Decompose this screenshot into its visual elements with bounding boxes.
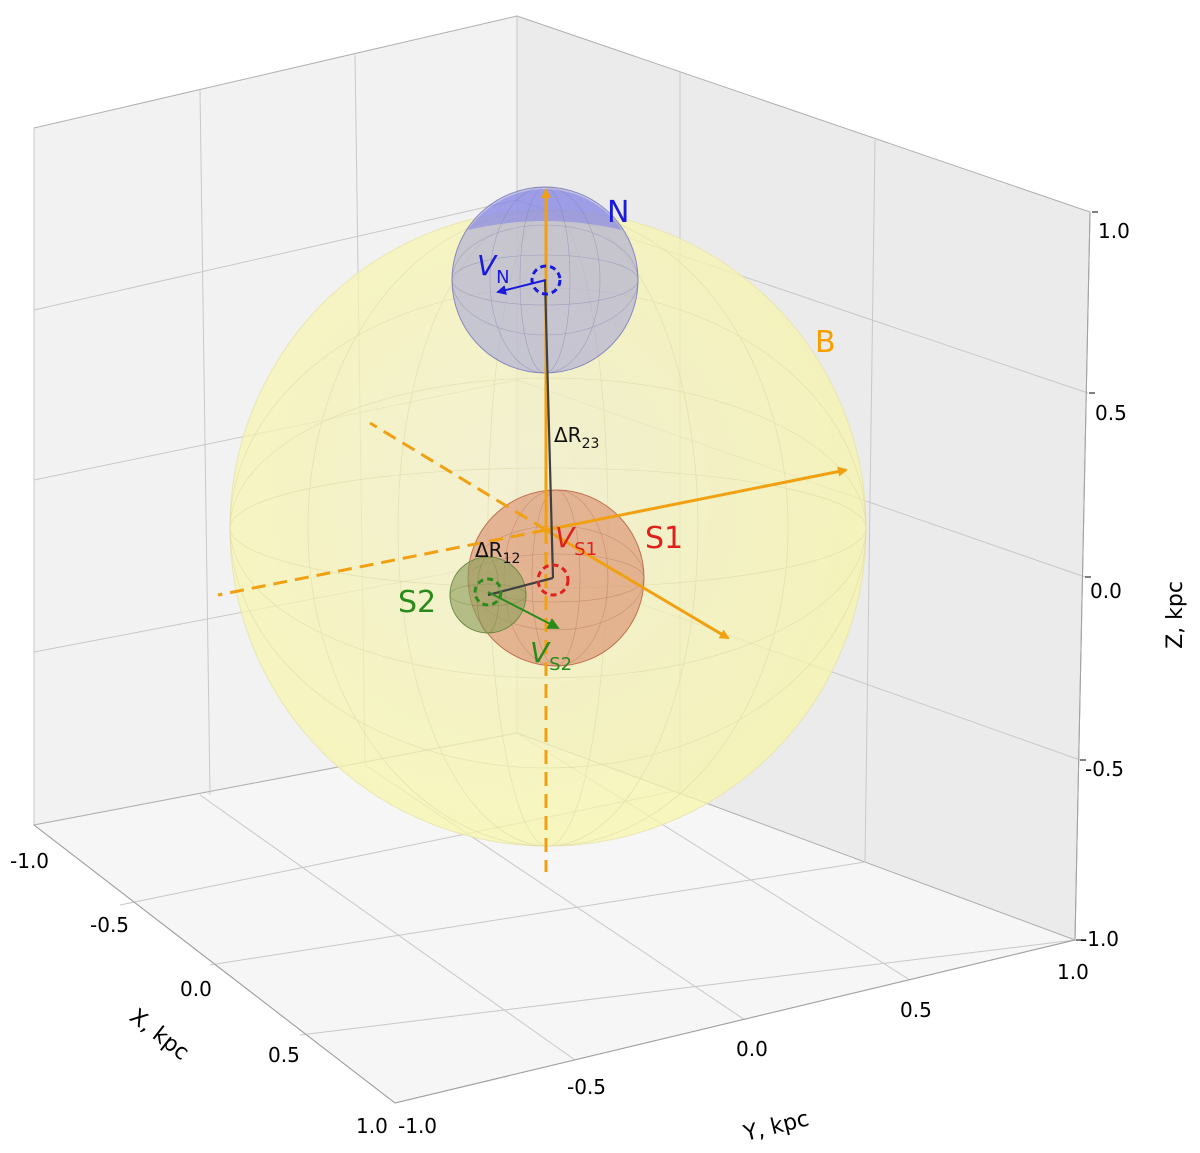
x-tick-4: 1.0 (356, 1114, 388, 1138)
y-tick-3: 0.5 (900, 998, 932, 1022)
z-axis-label: Z, kpc (1163, 581, 1188, 649)
label-VS2-main: V (530, 636, 551, 669)
axis-1-negative (217, 528, 547, 597)
x-tick-0: -1.0 (10, 849, 49, 873)
label-dR23: ΔR23 (554, 423, 599, 452)
label-VS2-sub: S2 (549, 654, 572, 675)
x-tick-1: -0.5 (90, 913, 129, 937)
z-tick-1: 0.5 (1095, 401, 1127, 425)
center-N (530, 264, 562, 296)
dR23-line (543, 279, 555, 579)
x-tick-3: 0.5 (268, 1043, 300, 1067)
label-S1: S1 (645, 521, 683, 556)
z-tick-4: -1.0 (1080, 927, 1119, 951)
VS2-arrow (487, 591, 560, 629)
label-VS1: VS1 (555, 521, 597, 560)
label-VS1-sub: S1 (574, 539, 597, 560)
label-VN-main: V (477, 249, 498, 282)
x-tick-2: 0.0 (180, 977, 212, 1001)
y-tick-4: 1.0 (1057, 960, 1089, 984)
center-S2 (473, 577, 503, 607)
label-dR23-sub: 23 (582, 436, 600, 452)
label-VS1-main: V (555, 521, 576, 554)
y-axis-label: Y, kpc (740, 1107, 811, 1148)
label-dR12: ΔR12 (475, 538, 520, 567)
label-S2: S2 (398, 585, 436, 620)
label-dR12-main: ΔR (475, 538, 503, 562)
axis-2-arrow (545, 528, 730, 640)
x-axis-label: X, kpc (125, 1004, 194, 1065)
label-VN-sub: N (496, 267, 509, 288)
label-VS2: VS2 (530, 636, 572, 675)
y-tick-1: -0.5 (567, 1075, 606, 1099)
z-tick-3: -0.5 (1085, 757, 1124, 781)
VN-arrow (496, 279, 547, 295)
label-N: N (607, 195, 629, 230)
z-tick-0: 1.0 (1098, 219, 1130, 243)
label-B: B (815, 325, 836, 360)
center-S1 (536, 563, 570, 597)
y-tick-2: 0.0 (736, 1037, 768, 1061)
z-axis: 1.0 0.5 0.0 -0.5 -1.0 Z, kpc (1076, 211, 1188, 951)
separation-lines (487, 279, 555, 597)
y-tick-0: -1.0 (398, 1114, 437, 1138)
label-dR23-main: ΔR (554, 423, 582, 447)
dR12-line (487, 576, 554, 597)
axis-1-arrow (545, 466, 848, 532)
z-tick-2: 0.0 (1090, 579, 1122, 603)
principal-axes (217, 188, 848, 872)
label-dR12-sub: 12 (503, 551, 521, 567)
label-VN: VN (477, 249, 510, 288)
axis-2-negative (369, 421, 547, 532)
